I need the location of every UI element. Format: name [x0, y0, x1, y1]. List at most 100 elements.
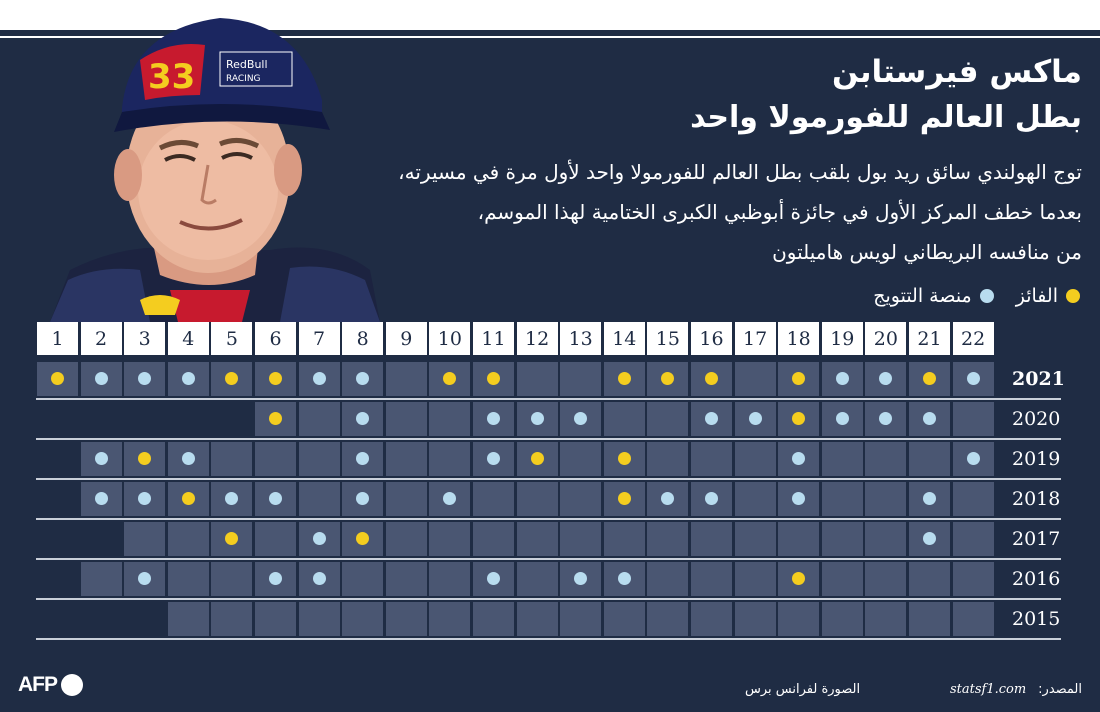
race-cell [647, 482, 689, 516]
winner-dot-icon [225, 532, 239, 545]
race-header-1: 1 [37, 322, 78, 355]
race-header-4: 4 [167, 322, 209, 355]
row-divider [36, 518, 1061, 520]
season-year-2015: 2015 [1012, 608, 1061, 630]
race-cell [298, 482, 340, 516]
race-cell [778, 602, 820, 636]
description-line-2: بعدما خطف المركز الأول في جائزة أبوظبي ا… [477, 200, 1082, 224]
race-header-22: 22 [952, 322, 994, 355]
cap-brand-sub: RACING [226, 74, 261, 84]
race-cell [255, 562, 296, 596]
race-cell [865, 482, 907, 516]
race-cell [255, 442, 296, 476]
race-cell [560, 362, 602, 396]
winner-dot-icon [617, 372, 631, 385]
race-cell [342, 402, 384, 436]
race-cell [734, 562, 776, 596]
podium-dot-icon [138, 572, 152, 585]
race-cell [865, 442, 907, 476]
race-cell [211, 442, 253, 476]
race-cell [952, 602, 994, 636]
legend-winner: الفائز [1016, 285, 1080, 307]
race-cell [647, 402, 689, 436]
race-cell [124, 442, 166, 476]
winner-dot-icon [661, 372, 675, 385]
podium-dot-icon [835, 412, 849, 425]
season-year-2019: 2019 [1012, 448, 1061, 470]
podium-dot-icon [923, 492, 936, 505]
race-cell [952, 562, 994, 596]
race-header-3: 3 [124, 322, 166, 355]
race-cell [909, 602, 950, 636]
race-cell [865, 602, 907, 636]
race-cell [734, 522, 776, 556]
winner-dot-icon [705, 372, 718, 385]
race-cell [734, 602, 776, 636]
race-cell [734, 442, 776, 476]
winner-dot-icon [269, 412, 282, 425]
race-header-6: 6 [255, 322, 296, 355]
race-cell [298, 522, 340, 556]
race-cell [473, 602, 514, 636]
cap-brand: RedBull [226, 58, 268, 71]
race-cell [298, 442, 340, 476]
race-cell [778, 442, 820, 476]
race-cell [167, 522, 209, 556]
race-cell [298, 562, 340, 596]
season-year-2017: 2017 [1012, 528, 1061, 550]
podium-dot-icon [312, 532, 326, 545]
podium-dot-icon [181, 372, 195, 385]
podium-dot-icon [792, 492, 806, 505]
race-cell [516, 402, 558, 436]
race-cell [429, 362, 471, 396]
podium-dot-icon [705, 412, 718, 425]
podium-dot-icon [138, 492, 152, 505]
race-cell [603, 562, 645, 596]
podium-dot-icon [966, 372, 980, 385]
race-header-5: 5 [211, 322, 253, 355]
race-cell [342, 482, 384, 516]
race-cell [778, 482, 820, 516]
race-header-12: 12 [516, 322, 558, 355]
race-cell [385, 482, 427, 516]
race-cell [647, 602, 689, 636]
race-cell [80, 482, 122, 516]
podium-dot-icon [574, 412, 588, 425]
race-header-14: 14 [603, 322, 645, 355]
race-cell [952, 442, 994, 476]
race-cell [865, 402, 907, 436]
podium-dot-icon [487, 452, 500, 465]
race-header-16: 16 [691, 322, 732, 355]
race-cell [298, 402, 340, 436]
race-cell [952, 362, 994, 396]
race-header-8: 8 [342, 322, 384, 355]
legend-podium: منصة التتويج [873, 285, 994, 307]
race-cell [298, 362, 340, 396]
winner-dot-icon [225, 372, 239, 385]
source-label: المصدر: [1038, 682, 1082, 697]
race-cell [167, 562, 209, 596]
winner-dot-icon [51, 372, 64, 385]
legend-podium-label: منصة التتويج [873, 285, 972, 307]
title-name: ماكس فيرستابن [831, 54, 1082, 90]
race-cell [516, 442, 558, 476]
podium-dot-icon [356, 372, 370, 385]
description-line-3: من منافسه البريطاني لويس هاميلتون [772, 240, 1082, 264]
race-cell [516, 562, 558, 596]
race-cell [909, 482, 950, 516]
race-cell [560, 442, 602, 476]
row-divider [36, 398, 1061, 400]
race-cell [342, 562, 384, 596]
race-cell [647, 562, 689, 596]
race-header-13: 13 [560, 322, 602, 355]
legend-winner-label: الفائز [1015, 285, 1058, 307]
race-header-20: 20 [865, 322, 907, 355]
podium-dot-icon [574, 572, 588, 585]
podium-dot-icon [923, 412, 936, 425]
race-cell [952, 402, 994, 436]
race-header-19: 19 [821, 322, 863, 355]
podium-dot-icon [835, 372, 849, 385]
race-cell [124, 482, 166, 516]
race-cell [429, 522, 471, 556]
race-cell [80, 442, 122, 476]
